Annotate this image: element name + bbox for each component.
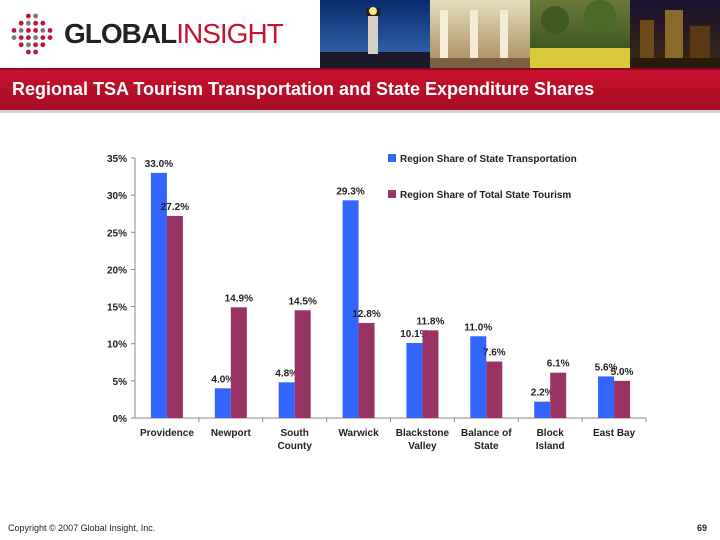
data-label: 14.9% <box>225 293 253 304</box>
bar <box>550 372 567 418</box>
logo-dot <box>26 42 31 48</box>
copyright-text: Copyright © 2007 Global Insight, Inc. <box>8 523 156 533</box>
data-label: 7.6% <box>483 348 506 359</box>
data-label: 4.0% <box>211 374 234 385</box>
title-bar: Regional TSA Tourism Transportation and … <box>0 68 720 113</box>
photo-strip <box>320 0 720 68</box>
logo-dot <box>33 13 38 19</box>
bar <box>406 342 423 418</box>
logo-dot <box>11 35 17 40</box>
x-tick-label: Balance of <box>461 428 512 439</box>
header: GLOBALINSIGHT <box>0 0 720 68</box>
data-label: 33.0% <box>145 159 173 170</box>
x-tick-label: Block <box>537 428 565 439</box>
logo-dot <box>33 35 38 40</box>
x-tick-label: Warwick <box>338 428 379 439</box>
bar <box>422 330 439 418</box>
logo-dot <box>47 28 53 33</box>
legend-swatch <box>388 190 396 198</box>
logo-wordmark: GLOBALINSIGHT <box>64 18 284 50</box>
logo-dot <box>33 42 38 48</box>
logo-dot <box>47 35 53 40</box>
logo-dot <box>33 20 38 26</box>
logo-dot <box>26 13 31 19</box>
bar <box>358 322 375 418</box>
data-label: 5.0% <box>611 367 634 378</box>
bar <box>214 388 231 418</box>
legend-label: Region Share of State Transportation <box>400 154 577 165</box>
y-tick-label: 25% <box>107 228 127 239</box>
bar <box>614 380 631 418</box>
bar <box>534 401 551 418</box>
photo-night-city <box>630 0 720 68</box>
logo-dot <box>26 49 31 55</box>
data-label: 6.1% <box>547 359 570 370</box>
y-tick-label: 15% <box>107 303 127 314</box>
global-insight-logo: GLOBALINSIGHT <box>8 10 298 58</box>
photo-garden <box>530 0 630 68</box>
data-label: 11.8% <box>417 316 445 327</box>
data-label: 2.2% <box>531 388 554 399</box>
logo-dot <box>40 28 46 33</box>
logo-text-insight: INSIGHT <box>176 18 284 49</box>
x-tick-label: Newport <box>211 428 252 439</box>
x-tick-label: East Bay <box>593 428 636 439</box>
x-tick-label: Valley <box>408 441 437 452</box>
bar <box>470 336 487 418</box>
logo-dot <box>11 28 17 33</box>
bar <box>278 382 295 418</box>
bar <box>486 361 503 418</box>
photo-lighthouse <box>320 0 430 68</box>
x-tick-label: State <box>474 441 499 452</box>
bar <box>598 376 615 418</box>
x-tick-label: Island <box>536 441 565 452</box>
bar <box>230 307 247 418</box>
data-label: 11.0% <box>464 322 492 333</box>
x-tick-label: South <box>281 428 309 439</box>
y-tick-label: 10% <box>107 340 127 351</box>
x-tick-label: County <box>277 441 312 452</box>
legend-swatch <box>388 154 396 162</box>
logo-text-global: GLOBAL <box>64 18 177 49</box>
logo-dot <box>26 20 31 26</box>
logo-dot <box>40 20 46 26</box>
page-number: 69 <box>697 523 708 533</box>
data-label: 4.8% <box>275 368 298 379</box>
data-label: 27.2% <box>161 202 189 213</box>
photo-interior <box>430 0 530 68</box>
logo-dot <box>26 28 31 33</box>
y-tick-label: 20% <box>107 265 127 276</box>
logo-dot <box>26 35 31 40</box>
y-tick-label: 30% <box>107 191 127 202</box>
data-label: 29.3% <box>336 186 364 197</box>
x-tick-label: Providence <box>140 428 194 439</box>
page-title: Regional TSA Tourism Transportation and … <box>12 79 595 99</box>
logo-dot <box>40 42 46 48</box>
y-tick-label: 0% <box>113 414 128 425</box>
legend-label: Region Share of Total State Tourism <box>400 190 571 201</box>
logo-dot <box>18 35 24 40</box>
data-label: 10.1% <box>400 329 428 340</box>
logo-dot <box>18 20 24 26</box>
logo-dot <box>33 28 38 33</box>
bar <box>166 215 183 418</box>
data-label: 5.6% <box>595 362 618 373</box>
y-tick-label: 5% <box>113 377 128 388</box>
data-label: 12.8% <box>352 309 380 320</box>
logo-dot <box>33 49 38 55</box>
bar <box>150 172 167 418</box>
data-label: 14.5% <box>289 296 317 307</box>
logo-dot <box>18 28 24 33</box>
logo-dot-globe-icon <box>11 13 53 55</box>
bar <box>342 200 359 418</box>
y-tick-label: 35% <box>107 154 127 165</box>
bar-chart: 0% 5% 10% 15% 20% 25% 30% 35% 33.0% 27.2% Providen… <box>107 154 647 452</box>
x-tick-label: Blackstone <box>396 428 450 439</box>
bar <box>294 310 311 418</box>
logo-dot <box>40 35 46 40</box>
logo-dot <box>18 42 24 48</box>
